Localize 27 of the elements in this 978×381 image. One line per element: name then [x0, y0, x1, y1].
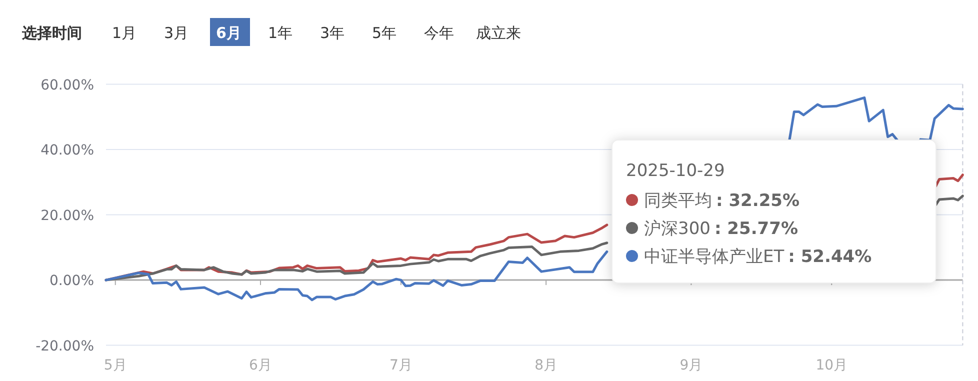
text: 1年 [268, 24, 293, 42]
text: 3月 [164, 24, 189, 42]
text: 成立来 [476, 24, 521, 42]
x-tick-label: 5月 [104, 357, 127, 374]
annotation: : 32.25% [716, 191, 800, 211]
text: 1月 [112, 24, 137, 42]
legend-label: 沪深300 [644, 219, 710, 239]
y-tick-label: 60.00% [40, 77, 94, 94]
text: 5年 [372, 24, 397, 42]
legend-label: 同类平均 [644, 191, 712, 211]
x-tick-label: 8月 [534, 357, 558, 374]
y-tick-label: 0.00% [50, 273, 94, 290]
annotation: : 52.44% [788, 247, 872, 267]
y-tick-label: 20.00% [40, 208, 94, 224]
x-tick-label: 7月 [389, 357, 412, 374]
x-tick-label: 10月 [816, 357, 848, 374]
y-tick-label: -20.00% [36, 338, 94, 354]
x-tick-label: 9月 [680, 357, 703, 374]
y-tick-label: 40.00% [40, 142, 94, 159]
text: 6月 [216, 24, 242, 42]
text: 选择时间 [21, 24, 82, 42]
text: 3年 [320, 24, 345, 42]
legend-label: 中证半导体产业ET [644, 247, 785, 267]
text: 今年 [424, 24, 454, 42]
x-tick-label: 6月 [249, 357, 272, 374]
annotation: 2025-10-29 [626, 161, 725, 181]
annotation: : 25.77% [714, 219, 798, 239]
